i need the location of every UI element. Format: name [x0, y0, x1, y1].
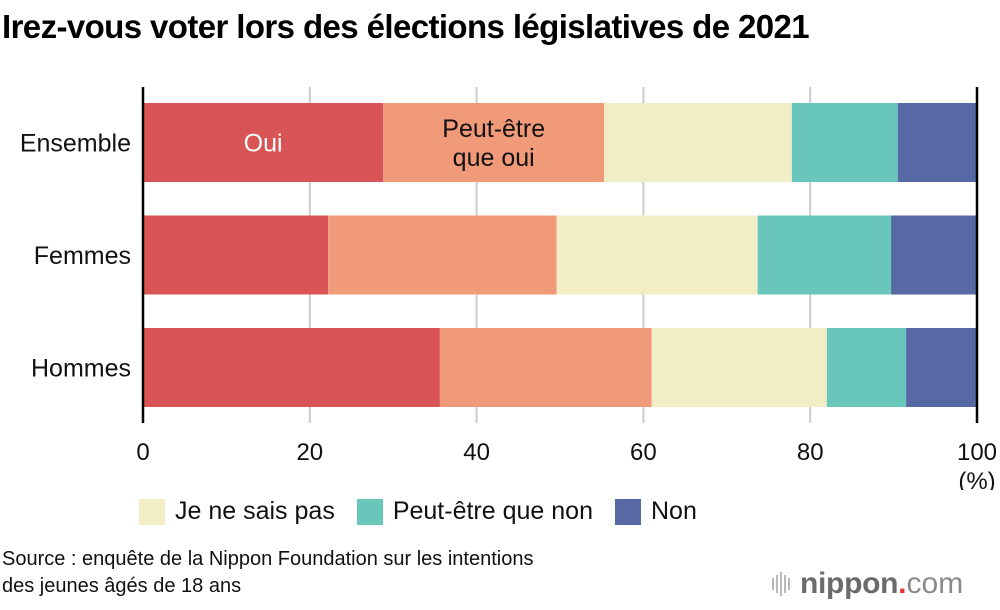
x-tick-label-0: 0 — [136, 439, 149, 466]
inline-label-oui: Oui — [244, 130, 283, 158]
legend-label: Peut-être que non — [392, 497, 593, 525]
bar-hommes-oui — [143, 328, 440, 407]
x-tick-label-20: 20 — [296, 439, 323, 466]
category-label-ensemble: Ensemble — [20, 130, 131, 158]
bar-ensemble-peut-etre-que-oui — [383, 103, 605, 182]
x-tick-label-60: 60 — [630, 439, 657, 466]
bar-ensemble-oui — [143, 103, 384, 182]
bar-femmes-non — [891, 215, 977, 295]
sound-bars-icon — [772, 572, 792, 596]
bar-femmes-peut-etre-que-non — [757, 215, 892, 295]
inline-label-peut-etre-que-oui: Peut-être — [442, 115, 545, 143]
x-tick-label-100: 100 — [957, 439, 997, 466]
x-unit-label: (%) — [958, 468, 995, 490]
bar-femmes-je-ne-sais-pas — [556, 215, 758, 295]
source-line-1: Source : enquête de la Nippon Foundation… — [2, 548, 534, 570]
legend-swatch — [614, 498, 641, 525]
logo-name: nippon — [800, 567, 899, 600]
legend-label: Non — [650, 497, 697, 525]
legend: Je ne sais pas Peut-être que non Non — [139, 497, 719, 526]
category-label-femmes: Femmes — [34, 242, 131, 270]
source-note: Source : enquête de la Nippon Foundation… — [2, 546, 533, 600]
legend-swatch — [139, 498, 165, 525]
logo-dot: . — [898, 567, 907, 600]
legend-item-non: Non — [614, 497, 697, 526]
bar-hommes-je-ne-sais-pas — [651, 328, 827, 407]
legend-item-je-ne-sais-pas: Je ne sais pas — [139, 497, 335, 526]
bar-ensemble-non — [897, 103, 977, 182]
chart-title: Irez-vous voter lors des élections légis… — [2, 8, 810, 45]
bar-ensemble-peut-etre-que-non — [791, 103, 898, 182]
nippon-logo: nippon. com — [772, 567, 963, 601]
x-tick-label-80: 80 — [797, 439, 824, 466]
legend-swatch — [356, 498, 383, 525]
x-tick-label-40: 40 — [463, 439, 490, 466]
bar-hommes-peut-etre-que-oui — [439, 328, 652, 407]
category-label-hommes: Hommes — [31, 355, 131, 383]
legend-label: Je ne sais pas — [175, 497, 335, 525]
bar-hommes-non — [906, 328, 977, 407]
inline-label-peut-etre-que-oui: que oui — [453, 144, 535, 172]
bar-femmes-peut-etre-que-oui — [328, 215, 557, 295]
bar-femmes-oui — [143, 215, 329, 295]
legend-item-peut-etre-que-non: Peut-être que non — [356, 497, 593, 526]
logo-tld: com — [906, 567, 964, 600]
bar-hommes-peut-etre-que-non — [826, 328, 907, 407]
source-line-2: des jeunes âgés de 18 ans — [2, 575, 242, 597]
bar-ensemble-je-ne-sais-pas — [604, 103, 792, 182]
